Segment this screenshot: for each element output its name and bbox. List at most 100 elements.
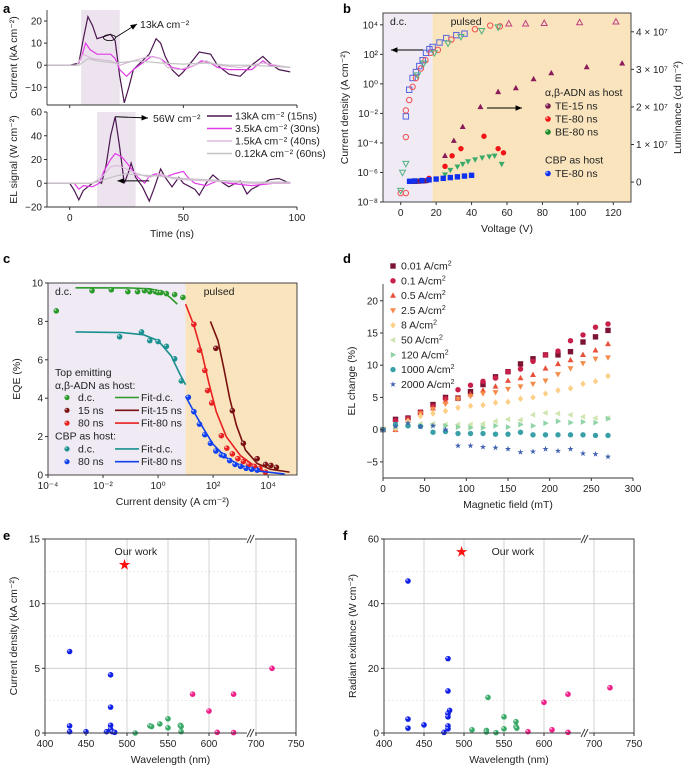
- x-tick-label: 100: [289, 213, 306, 224]
- data-point: [492, 399, 499, 406]
- y-tick-label: 0: [373, 729, 379, 740]
- data-point: [229, 407, 236, 414]
- x-tick-label: 60: [501, 208, 513, 219]
- marker-highlight: [546, 130, 549, 133]
- data-point: [409, 83, 416, 91]
- data-point: [471, 26, 479, 33]
- data-point: [405, 725, 411, 731]
- x-tick-label: 600: [536, 739, 553, 750]
- series-3: [47, 57, 291, 69]
- data-point: [496, 23, 504, 30]
- marker-highlight: [65, 408, 67, 411]
- legend-group-title: α,β-ADN as host: [545, 87, 623, 99]
- data-point: [163, 290, 170, 297]
- data-point: [445, 655, 451, 662]
- marker-highlight: [566, 692, 569, 695]
- marker-highlight: [274, 465, 277, 468]
- data-point: [398, 169, 407, 177]
- x-tick-label: 0: [398, 208, 404, 219]
- data-point: [467, 402, 474, 410]
- data-point: [555, 360, 561, 367]
- x-axis-label: Wavelength (nm): [469, 754, 549, 766]
- x-tick-label: 50: [419, 484, 431, 495]
- shaded-region: [48, 283, 186, 475]
- legend-label: 3.5kA cm⁻² (30ns): [235, 123, 320, 135]
- data-point: [477, 28, 486, 35]
- x-tick-label: 120: [605, 208, 622, 219]
- x-axis-label: Voltage (V): [481, 223, 533, 235]
- data-point: [530, 422, 537, 429]
- marker-highlight: [255, 468, 258, 471]
- data-point: [504, 416, 511, 423]
- data-point: [579, 450, 587, 457]
- y2-tick-label: 2 × 10⁷: [636, 102, 668, 113]
- legend-header: CBP as host:: [55, 430, 116, 442]
- x-tick-label: 10⁻²: [93, 481, 113, 492]
- y-tick-label: 5: [34, 664, 40, 675]
- data-point: [221, 453, 227, 459]
- x-tick-label: 750: [288, 739, 305, 750]
- data-point: [455, 396, 461, 402]
- x-tick-label: 500: [119, 739, 136, 750]
- y-tick-label: −5: [367, 457, 379, 468]
- data-point: [567, 411, 573, 418]
- data-point: [579, 413, 586, 420]
- data-point: [206, 708, 212, 714]
- data-point: [565, 691, 571, 697]
- series-line: [47, 173, 291, 184]
- data-point: [409, 74, 416, 82]
- data-point: [185, 394, 192, 401]
- data-point: [517, 448, 524, 455]
- legend-marker: [545, 170, 551, 177]
- panel-label-f: f: [343, 528, 348, 543]
- data-point: [196, 421, 203, 427]
- data-point: [254, 455, 260, 462]
- data-point: [517, 361, 524, 367]
- data-point: [148, 723, 155, 730]
- data-point: [218, 432, 225, 439]
- x-tick-label: 40: [466, 208, 478, 219]
- data-point: [53, 308, 60, 314]
- marker-highlight: [172, 356, 175, 359]
- data-point: [214, 729, 220, 736]
- data-point: [541, 699, 547, 706]
- marker-highlight: [406, 726, 408, 729]
- data-point: [165, 725, 171, 731]
- data-point: [430, 410, 436, 417]
- data-point: [191, 321, 197, 328]
- data-point: [483, 729, 490, 735]
- data-point: [446, 707, 453, 714]
- marker-highlight: [109, 287, 112, 290]
- marker-highlight: [149, 724, 152, 727]
- data-point: [467, 430, 474, 437]
- marker-highlight: [502, 714, 504, 717]
- x-tick-label: 0: [67, 213, 73, 224]
- legend-marker: [64, 459, 70, 465]
- marker-highlight: [252, 464, 255, 467]
- data-point: [607, 684, 613, 691]
- data-point: [413, 72, 422, 80]
- data-point: [565, 729, 571, 736]
- plot-frame: [47, 282, 298, 476]
- series-3.5kA cm⁻² (30ns): [47, 152, 291, 191]
- marker-highlight: [546, 117, 549, 119]
- data-point: [592, 450, 599, 457]
- x-tick-label: 700: [248, 739, 265, 750]
- data-point: [505, 398, 511, 406]
- legend-marker: [64, 407, 70, 413]
- data-point: [605, 355, 611, 361]
- data-point: [453, 31, 460, 39]
- series-3: [504, 17, 620, 27]
- data-point: [542, 409, 548, 416]
- data-point: [592, 334, 599, 340]
- data-point: [445, 688, 451, 694]
- data-point: [575, 18, 584, 26]
- data-point: [461, 30, 468, 37]
- marker-highlight: [147, 289, 150, 292]
- data-point: [530, 432, 536, 438]
- x-tick-label: 550: [496, 739, 513, 750]
- data-point: [461, 173, 468, 179]
- y-tick-label: 40: [368, 599, 380, 610]
- series-0.12kA cm⁻² (60ns): [47, 173, 291, 184]
- legend-marker: [390, 263, 396, 269]
